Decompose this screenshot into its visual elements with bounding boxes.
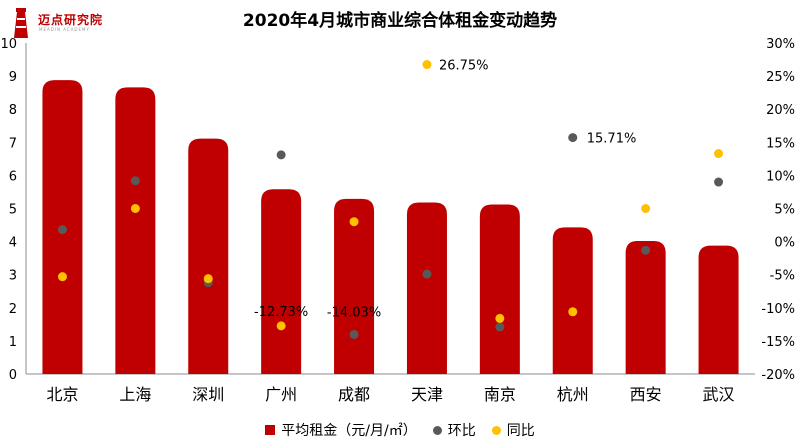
point-mom-0 (57, 225, 67, 235)
bar-rent-7 (552, 227, 593, 374)
brand-name: 迈点研究院 (38, 13, 104, 27)
x-tick-label: 天津 (411, 385, 443, 404)
point-mom-8 (641, 245, 651, 255)
y-tick-label: 8 (9, 103, 17, 118)
legend-item-yoy: 同比 (491, 420, 535, 440)
legend-item-mom: 环比 (432, 420, 476, 440)
data-label: -12.73% (254, 305, 308, 320)
y-tick-label: 2 (9, 302, 17, 317)
x-tick-label: 北京 (46, 385, 78, 404)
point-mom-7 (568, 133, 578, 143)
x-tick-label: 成都 (338, 385, 370, 404)
x-tick-label: 深圳 (192, 385, 224, 404)
point-mom-6 (495, 322, 505, 332)
legend-swatch-mom (432, 425, 442, 435)
data-label: -14.03% (327, 305, 381, 320)
chart-title: 2020年4月城市商业综合体租金变动趋势 (242, 11, 558, 31)
point-yoy-1 (130, 204, 140, 213)
y2-tick-label: 25% (766, 70, 795, 85)
point-mom-1 (130, 176, 140, 186)
y-tick-label: 5 (9, 203, 17, 218)
bar-rent-9 (698, 245, 739, 374)
legend-swatch-rent (265, 425, 276, 435)
bar-rent-2 (188, 138, 229, 374)
point-yoy-8 (641, 204, 651, 213)
point-yoy-4 (349, 217, 359, 227)
point-yoy-5 (422, 60, 432, 70)
y2-tick-label: 10% (766, 169, 795, 184)
y2-tick-label: 20% (766, 103, 795, 118)
x-tick-label: 西安 (630, 385, 662, 404)
x-tick-label: 武汉 (703, 385, 735, 404)
point-mom-9 (714, 177, 724, 187)
point-yoy-7 (568, 307, 578, 317)
legend-label-rent: 平均租金（元/月/㎡） (281, 423, 417, 439)
y-tick-label: 0 (9, 368, 17, 383)
y-tick-label: 6 (9, 169, 17, 184)
point-yoy-0 (57, 272, 67, 282)
y-tick-label: 10 (0, 37, 17, 52)
legend-item-rent: 平均租金（元/月/㎡） (265, 420, 417, 440)
y-tick-label: 3 (9, 269, 17, 284)
point-mom-5 (422, 269, 432, 279)
y2-tick-label: 30% (766, 37, 795, 52)
x-tick-label: 广州 (265, 385, 297, 404)
x-tick-label: 南京 (484, 385, 516, 404)
y-tick-label: 4 (9, 236, 17, 251)
point-mom-3 (276, 150, 286, 160)
y-tick-label: 9 (9, 70, 17, 85)
bar-rent-5 (406, 202, 447, 374)
y-tick-label: 1 (9, 335, 17, 350)
x-tick-label: 上海 (119, 385, 151, 404)
brand-tagline: MEADIN ACADEMY (39, 27, 90, 32)
point-yoy-2 (203, 274, 213, 284)
legend-label-yoy: 同比 (506, 423, 535, 439)
data-label: 15.71% (587, 132, 637, 147)
point-yoy-9 (714, 149, 724, 159)
lighthouse-icon (14, 8, 28, 38)
chart-legend: 平均租金（元/月/㎡） 环比 同比 (0, 420, 800, 440)
y2-tick-label: 15% (766, 136, 795, 151)
legend-label-mom: 环比 (447, 423, 476, 439)
bar-rent-4 (334, 198, 375, 374)
bar-rent-1 (115, 87, 156, 374)
data-label: 26.75% (439, 59, 489, 74)
y2-tick-label: -20% (761, 368, 795, 383)
bar-rent-3 (261, 189, 302, 374)
x-tick-label: 杭州 (557, 385, 589, 404)
legend-swatch-yoy (491, 425, 501, 435)
y2-tick-label: -10% (761, 302, 795, 317)
point-yoy-3 (276, 321, 286, 331)
y2-tick-label: -15% (761, 335, 795, 350)
bar-rent-8 (625, 240, 666, 374)
y2-tick-label: -5% (770, 269, 795, 284)
point-yoy-6 (495, 313, 505, 323)
y2-tick-label: 0% (774, 236, 795, 251)
y-tick-label: 7 (9, 136, 17, 151)
bar-rent-6 (479, 204, 520, 374)
y2-tick-label: 5% (774, 203, 795, 218)
point-mom-4 (349, 329, 359, 339)
